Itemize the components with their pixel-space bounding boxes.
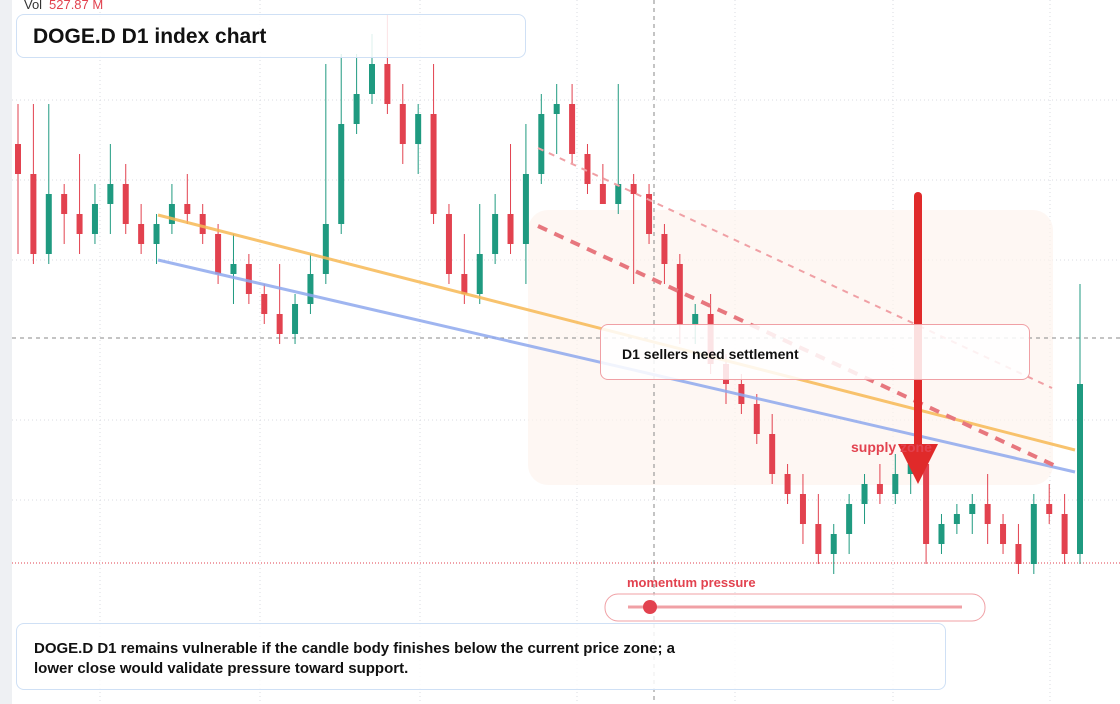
candle-body	[430, 114, 437, 214]
candle-body	[969, 504, 976, 514]
vol-label: Vol	[24, 0, 42, 12]
candle-body	[445, 214, 452, 274]
arrow-head	[898, 444, 938, 484]
candle-body	[953, 514, 960, 524]
candle-body	[923, 464, 930, 544]
candle-body	[861, 484, 868, 504]
candle-body	[353, 94, 360, 124]
candle-body	[461, 274, 468, 294]
candle-body	[215, 234, 222, 274]
candle-body	[615, 184, 622, 204]
slider-knob[interactable]	[643, 600, 657, 614]
candle-body	[1061, 514, 1068, 554]
candle-body	[1046, 504, 1053, 514]
candle-body	[876, 484, 883, 494]
candle-body	[630, 184, 637, 194]
candle-body	[553, 104, 560, 114]
candle-body	[492, 214, 499, 254]
candle-body	[569, 104, 576, 154]
side-strip	[0, 0, 12, 704]
candle-body	[676, 264, 683, 324]
candle-body	[15, 144, 21, 174]
candle-body	[769, 434, 776, 474]
candle-body	[276, 314, 283, 334]
description-box: DOGE.D D1 remains vulnerable if the cand…	[16, 623, 946, 690]
candle-body	[584, 154, 591, 184]
vol-value: 527.87 M	[49, 0, 103, 12]
candle-body	[938, 524, 945, 544]
candle-body	[415, 114, 422, 144]
candle-body	[292, 304, 299, 334]
candle-body	[538, 114, 545, 174]
candle-body	[830, 534, 837, 554]
candle-body	[91, 204, 98, 234]
candle-body	[476, 254, 483, 294]
channel-line	[537, 224, 1061, 470]
candle-body	[1000, 524, 1007, 544]
candle-body	[1077, 384, 1083, 554]
candle-body	[61, 194, 68, 214]
candle-body	[45, 194, 52, 254]
candle-body	[322, 224, 329, 274]
candle-body	[522, 174, 529, 244]
candle-body	[369, 64, 375, 94]
candle-body	[30, 174, 37, 254]
candle-body	[661, 234, 668, 264]
candle-body	[230, 264, 237, 274]
candle-body	[984, 504, 991, 524]
candle-body	[1015, 544, 1022, 564]
candle-body	[76, 214, 83, 234]
zone-label: supply zone	[851, 439, 932, 455]
candle-body	[107, 184, 114, 204]
candle-body	[599, 184, 606, 204]
callout-box: D1 sellers need settlement	[600, 324, 1030, 380]
candle-body	[646, 194, 653, 234]
candle-body	[507, 214, 514, 244]
candle-body	[892, 474, 899, 494]
candle-body	[1030, 504, 1037, 564]
candle-body	[245, 264, 252, 294]
candle-body	[784, 474, 791, 494]
candle-body	[399, 104, 406, 144]
candle-body	[138, 224, 145, 244]
title: DOGE.D D1 index chart	[33, 25, 267, 48]
candle-body	[384, 64, 391, 104]
callout: D1 sellers need settlement	[622, 346, 799, 362]
candle-body	[168, 204, 175, 224]
description: DOGE.D D1 remains vulnerable if the cand…	[34, 640, 675, 677]
title-box: DOGE.D D1 index chart	[16, 14, 526, 58]
candle-body	[199, 214, 206, 234]
candle-body	[846, 504, 853, 534]
candle-body	[261, 294, 268, 314]
candle-body	[153, 224, 160, 244]
candle-body	[799, 494, 806, 524]
candle-body	[338, 124, 345, 224]
candle-body	[753, 404, 760, 434]
candle-body	[184, 204, 191, 214]
slider-label: momentum pressure	[627, 575, 756, 590]
candle-body	[122, 184, 129, 224]
candle-body	[692, 314, 699, 324]
candle-body	[815, 524, 822, 554]
candle-body	[307, 274, 314, 304]
